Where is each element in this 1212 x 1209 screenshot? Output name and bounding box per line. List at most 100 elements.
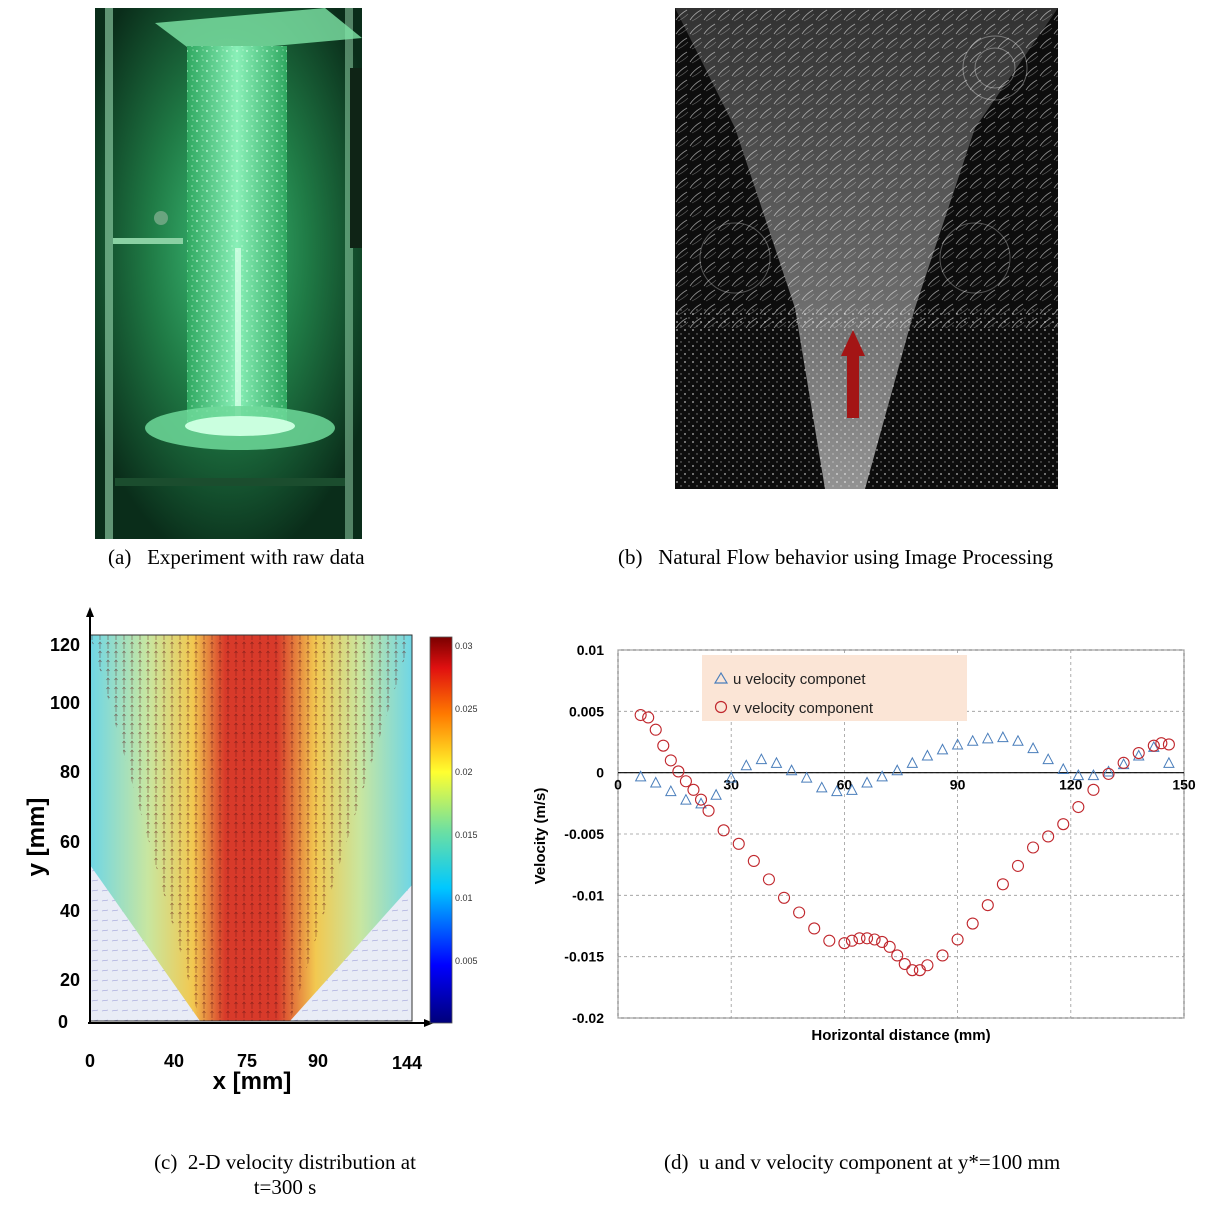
v-velocity-point — [777, 891, 791, 904]
legend-box — [702, 655, 967, 721]
flow-image-graphic — [675, 8, 1058, 489]
x-tick-label: 144 — [392, 1053, 422, 1073]
u-velocity-point — [1163, 756, 1175, 768]
chart-x-tick-label: 90 — [950, 777, 966, 793]
v-velocity-point — [845, 934, 858, 947]
u-velocity-point — [966, 734, 979, 746]
v-velocity-point — [1011, 859, 1025, 872]
v-velocity-point — [679, 775, 692, 788]
colorbar-tick-label: 0.015 — [455, 830, 478, 840]
colorbar-tick-label: 0.005 — [455, 956, 478, 966]
v-velocity-point — [1102, 767, 1115, 780]
v-velocity-point — [1117, 756, 1130, 769]
chart-y-axis-label: Velocity (m/s) — [532, 788, 549, 885]
v-velocity-point — [951, 933, 964, 946]
y-axis-label: y [mm] — [23, 798, 50, 877]
v-velocity-point — [823, 934, 836, 947]
chart-y-tick-label: -0.01 — [572, 887, 604, 903]
colorbar-tick-label: 0.025 — [455, 704, 478, 714]
chart-y-tick-label: -0.015 — [564, 949, 604, 965]
v-velocity-point — [1132, 746, 1145, 760]
v-velocity-point — [981, 899, 994, 912]
v-velocity-point — [876, 935, 889, 948]
caption-c-line2: t=300 s — [253, 1175, 317, 1199]
v-velocity-point — [921, 959, 934, 972]
y-tick-label: 60 — [60, 832, 80, 852]
v-velocity-point — [732, 837, 745, 850]
caption-a-label: (a) — [108, 545, 132, 569]
v-velocity-point — [853, 932, 866, 945]
u-velocity-point — [1042, 753, 1054, 765]
v-velocity-point — [936, 949, 949, 962]
u-velocity-point — [1072, 769, 1085, 781]
v-velocity-point — [891, 949, 904, 962]
u-velocity-point — [831, 784, 843, 797]
x-tick-label: 40 — [164, 1051, 184, 1071]
legend-triangle-icon — [713, 671, 729, 684]
chart-y-tick-label: -0.02 — [572, 1010, 604, 1026]
colorbar — [429, 636, 453, 1024]
u-velocity-point — [1012, 734, 1024, 746]
u-velocity-point — [710, 788, 722, 800]
u-velocity-point — [936, 743, 949, 755]
chart-x-tick-label: 150 — [1172, 777, 1196, 793]
x-tick-label: 75 — [237, 1051, 257, 1071]
velocity-field-panel: 120 100 80 60 40 20 0 0 40 75 90 144 x [… — [0, 605, 480, 1095]
u-velocity-point — [785, 764, 798, 776]
velocity-chart: 0.01 0.005 0 -0.005 -0.01 -0.015 -0.02 0 30 60 90 1… — [532, 642, 1196, 1044]
x-tick-label: 0 — [85, 1051, 95, 1071]
chart-y-tick-label: 0 — [596, 765, 604, 781]
u-velocity-point — [876, 770, 888, 782]
v-velocity-point — [634, 708, 647, 722]
caption-b-text: Natural Flow behavior using Image Proces… — [658, 545, 1054, 569]
y-tick-label: 0 — [58, 1012, 68, 1032]
caption-b: (b) Natural Flow behavior using Image Pr… — [618, 545, 1053, 570]
v-velocity-point — [1042, 830, 1055, 843]
v-velocity-point — [642, 711, 655, 724]
v-velocity-point — [762, 873, 775, 886]
caption-d: (d) u and v velocity component at y*=100… — [664, 1150, 1060, 1175]
v-velocity-point — [1027, 841, 1040, 854]
v-velocity-point — [868, 933, 881, 946]
y-axis-arrow-icon — [86, 607, 94, 617]
v-velocity-point — [793, 906, 806, 919]
y-tick-label: 20 — [60, 970, 80, 990]
experiment-photo — [95, 8, 362, 539]
u-velocity-point — [815, 781, 828, 793]
u-velocity-point — [649, 776, 662, 788]
v-velocity-point — [913, 964, 926, 977]
chart-x-tick-label: 0 — [614, 777, 622, 793]
v-velocity-point — [1147, 739, 1160, 752]
v-velocity-point — [702, 804, 715, 817]
u-velocity-point — [861, 776, 873, 788]
chart-x-tick-label: 30 — [723, 777, 739, 793]
u-velocity-point — [725, 771, 738, 783]
v-velocity-point — [996, 878, 1009, 891]
x-tick-label: 90 — [308, 1051, 328, 1071]
y-tick-label: 120 — [50, 635, 80, 655]
chart-y-tick-label: 0.01 — [577, 642, 604, 658]
u-velocity-point — [1132, 749, 1145, 761]
v-velocity-point — [808, 922, 821, 935]
u-velocity-point — [951, 738, 964, 750]
v-velocity-point — [898, 957, 911, 971]
u-velocity-point — [1057, 762, 1070, 774]
colorbar-tick-label: 0.01 — [455, 893, 473, 903]
v-velocity-point — [687, 783, 700, 796]
chart-y-tick-label: 0.005 — [569, 703, 604, 719]
v-velocity-point — [1087, 783, 1100, 796]
velocity-chart-panel: 0.01 0.005 0 -0.005 -0.01 -0.015 -0.02 0 30 60 90 1… — [520, 630, 1200, 1050]
legend-label-v: v velocity component — [733, 700, 874, 717]
y-tick-label: 80 — [60, 762, 80, 782]
chart-series — [634, 708, 1175, 977]
upward-arrow-shaft — [847, 353, 859, 418]
y-tick-label: 40 — [60, 901, 80, 921]
x-axis-label: x [mm] — [213, 1068, 292, 1095]
colorbar-tick-label: 0.02 — [455, 767, 473, 777]
velocity-field-graphic: 120 100 80 60 40 20 0 0 40 75 90 144 x [… — [23, 607, 478, 1095]
chart-axes: 0.01 0.005 0 -0.005 -0.01 -0.015 -0.02 0 30 60 90 1… — [564, 642, 1196, 1026]
caption-c-label: (c) — [154, 1150, 178, 1174]
v-velocity-point — [747, 854, 760, 868]
v-velocity-point — [860, 932, 874, 945]
v-velocity-point — [906, 964, 919, 977]
